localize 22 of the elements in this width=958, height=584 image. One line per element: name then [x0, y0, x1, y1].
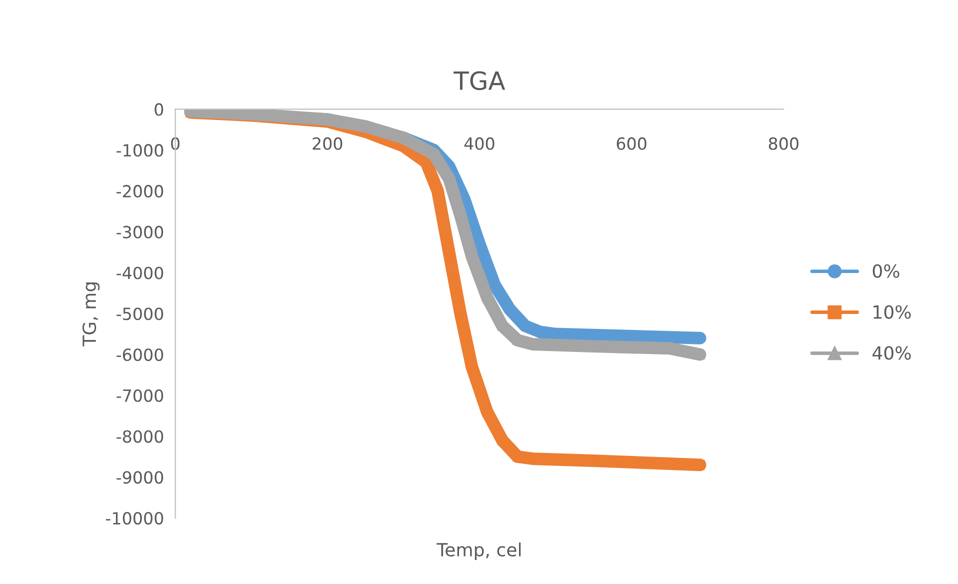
y-tick-label: 0 — [154, 103, 164, 116]
legend-label: 40% — [872, 346, 911, 360]
legend-label: 0% — [872, 264, 900, 278]
x-tick-label: 0 — [171, 137, 180, 150]
y-tick-label: -1000 — [116, 144, 164, 157]
chart-title: TGA — [454, 71, 506, 90]
y-axis-title: TG, mg — [82, 282, 100, 346]
y-tick-label: -8000 — [116, 430, 164, 443]
y-tick-label: -4000 — [116, 266, 164, 280]
y-tick-label: -7000 — [116, 389, 164, 402]
x-tick-label: 200 — [312, 137, 342, 150]
y-tick-label: -2000 — [116, 184, 164, 198]
x-tick-label: 800 — [768, 137, 798, 150]
y-tick-label: -6000 — [116, 348, 164, 362]
x-axis-title: Temp, cel — [436, 542, 521, 560]
legend-label: 10% — [874, 305, 911, 319]
y-tick-label: -5000 — [116, 308, 164, 320]
x-tick-label: 400 — [464, 137, 494, 150]
y-tick-label: -3000 — [116, 226, 164, 238]
y-tick-label: -9000 — [116, 471, 164, 484]
y-tick-label: -10000 — [106, 512, 164, 525]
x-tick-label: 600 — [616, 137, 646, 150]
